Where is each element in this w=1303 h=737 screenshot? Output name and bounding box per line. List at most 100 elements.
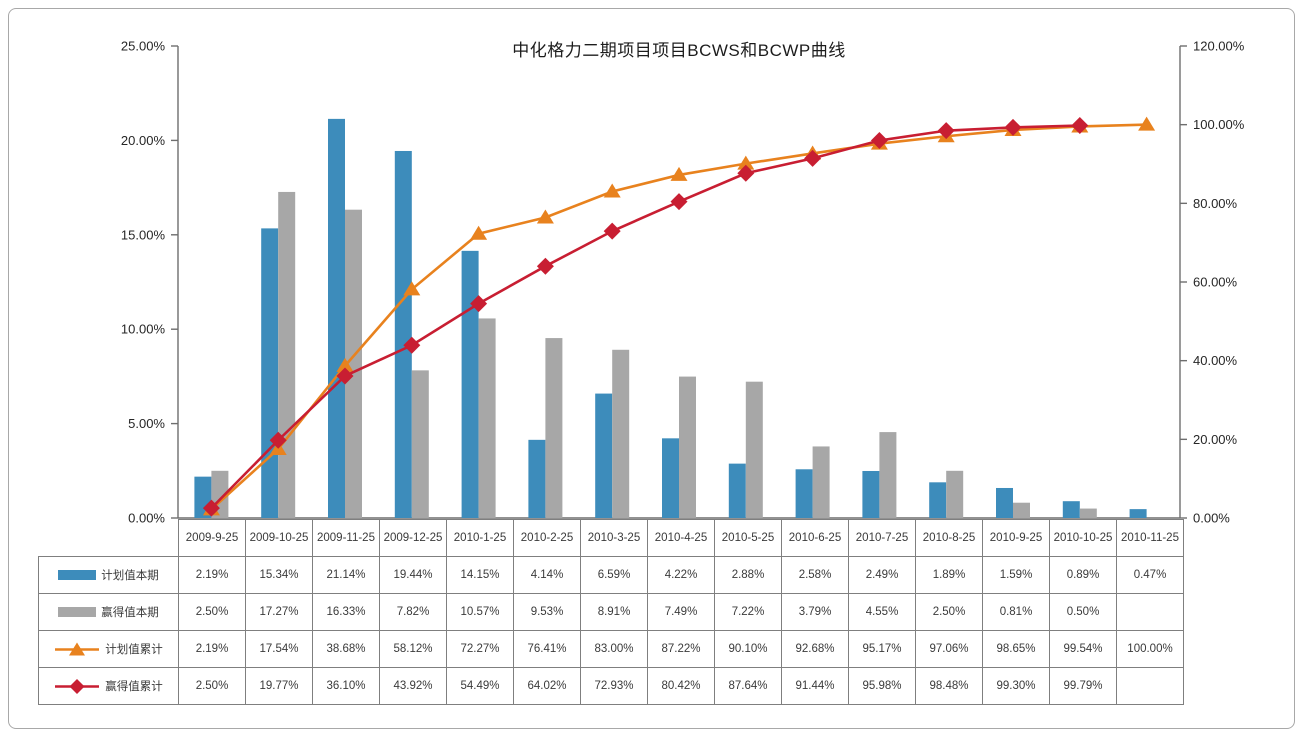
legend-cell: 赢得值累计 (38, 667, 179, 705)
value-cell (1116, 593, 1184, 631)
value-cell: 92.68% (781, 630, 849, 668)
value-cell: 0.89% (1049, 556, 1117, 594)
bar-earned (812, 446, 830, 518)
value-cell: 17.27% (245, 593, 313, 631)
right-axis-label: 100.00% (1193, 117, 1245, 132)
legend-cell: 计划值累计 (38, 630, 179, 668)
value-cell: 0.81% (982, 593, 1050, 631)
table-row: 计划值本期 2.19% 15.34% 21.14% 19.44% 14.15% 4.14% 6… (38, 556, 1184, 594)
line-earned-cumulative (210, 124, 1080, 510)
diamond-marker (202, 499, 220, 517)
value-cell: 15.34% (245, 556, 313, 594)
legend-label: 计划值累计 (105, 644, 163, 656)
table-row: 赢得值累计 2.50% 19.77% 36.10% 43.92% 54.49% 64.02%… (38, 667, 1184, 705)
value-cell: 95.98% (848, 667, 916, 705)
table-corner-cell (39, 520, 179, 557)
bar-earned (612, 349, 630, 518)
date-header-cell: 2010-4-25 (647, 519, 715, 557)
legend-cell: 计划值本期 (38, 556, 179, 594)
value-cell: 72.93% (580, 667, 648, 705)
left-axis-label: 15.00% (121, 227, 166, 242)
date-header-cell: 2009-10-25 (245, 519, 313, 557)
bar-planned (929, 482, 947, 518)
right-axis-label: 80.00% (1193, 196, 1238, 211)
date-header-cell: 2010-1-25 (446, 519, 514, 557)
left-axis-label: 25.00% (121, 39, 166, 54)
diamond-marker (870, 131, 888, 149)
value-cell: 4.14% (513, 556, 581, 594)
bar-earned (745, 381, 763, 518)
value-cell: 7.49% (647, 593, 715, 631)
triangle-marker (336, 357, 354, 372)
triangle-marker (670, 166, 688, 181)
triangle-marker (603, 183, 621, 198)
diamond-marker (937, 122, 955, 140)
bar-earned (478, 318, 496, 518)
left-axis-label: 20.00% (121, 133, 166, 148)
value-cell: 97.06% (915, 630, 983, 668)
value-cell: 2.19% (178, 630, 246, 668)
value-cell: 19.44% (379, 556, 447, 594)
bar-earned (1013, 502, 1030, 518)
bar-planned (528, 439, 546, 518)
left-axis-label: 5.00% (128, 416, 165, 431)
value-cell (1116, 667, 1184, 705)
value-cell: 2.50% (178, 667, 246, 705)
earned-line-swatch-icon (55, 678, 100, 694)
value-cell: 91.44% (781, 667, 849, 705)
value-cell: 2.49% (848, 556, 916, 594)
earned-bar-swatch-icon (58, 607, 97, 617)
diamond-marker (403, 336, 421, 354)
value-cell: 43.92% (379, 667, 447, 705)
diamond-marker (670, 193, 688, 211)
value-cell: 14.15% (446, 556, 514, 594)
date-header-cell: 2009-12-25 (379, 519, 447, 557)
date-header-cell: 2010-9-25 (982, 519, 1050, 557)
value-cell: 83.00% (580, 630, 648, 668)
value-cell: 9.53% (513, 593, 581, 631)
value-cell: 7.82% (379, 593, 447, 631)
bar-planned (394, 150, 412, 519)
date-header-cell: 2010-6-25 (781, 519, 849, 557)
diamond-marker (737, 164, 755, 182)
value-cell: 6.59% (580, 556, 648, 594)
legend-label: 计划值本期 (101, 570, 159, 582)
bar-earned (946, 470, 964, 518)
legend-cell: 赢得值本期 (38, 593, 179, 631)
planned-line-swatch-icon (55, 642, 100, 655)
value-cell: 1.59% (982, 556, 1050, 594)
value-cell: 87.22% (647, 630, 715, 668)
value-cell: 4.22% (647, 556, 715, 594)
bar-planned (461, 250, 479, 518)
value-cell: 58.12% (379, 630, 447, 668)
date-header-cell: 2009-9-25 (178, 519, 246, 557)
value-cell: 76.41% (513, 630, 581, 668)
date-header-cell: 2010-2-25 (513, 519, 581, 557)
triangle-marker (737, 155, 755, 170)
value-cell: 99.30% (982, 667, 1050, 705)
value-cell: 72.27% (446, 630, 514, 668)
value-cell: 0.47% (1116, 556, 1184, 594)
bar-planned (662, 438, 679, 518)
value-cell: 19.77% (245, 667, 313, 705)
value-cell: 3.79% (781, 593, 849, 631)
bar-planned (996, 487, 1013, 518)
bar-planned (328, 118, 345, 518)
value-cell: 7.22% (714, 593, 782, 631)
bar-earned (679, 376, 696, 518)
date-header-cell: 2010-10-25 (1049, 519, 1117, 557)
value-cell: 21.14% (312, 556, 380, 594)
value-cell: 99.54% (1049, 630, 1117, 668)
value-cell: 64.02% (513, 667, 581, 705)
bar-planned (1129, 509, 1147, 518)
value-cell: 95.17% (848, 630, 916, 668)
diamond-marker (1004, 118, 1022, 136)
bar-planned (261, 228, 279, 518)
bar-planned (595, 393, 613, 518)
bar-planned (795, 469, 813, 518)
date-header-cell: 2010-8-25 (915, 519, 983, 557)
legend-label: 赢得值累计 (105, 681, 163, 693)
bar-planned (862, 470, 880, 518)
